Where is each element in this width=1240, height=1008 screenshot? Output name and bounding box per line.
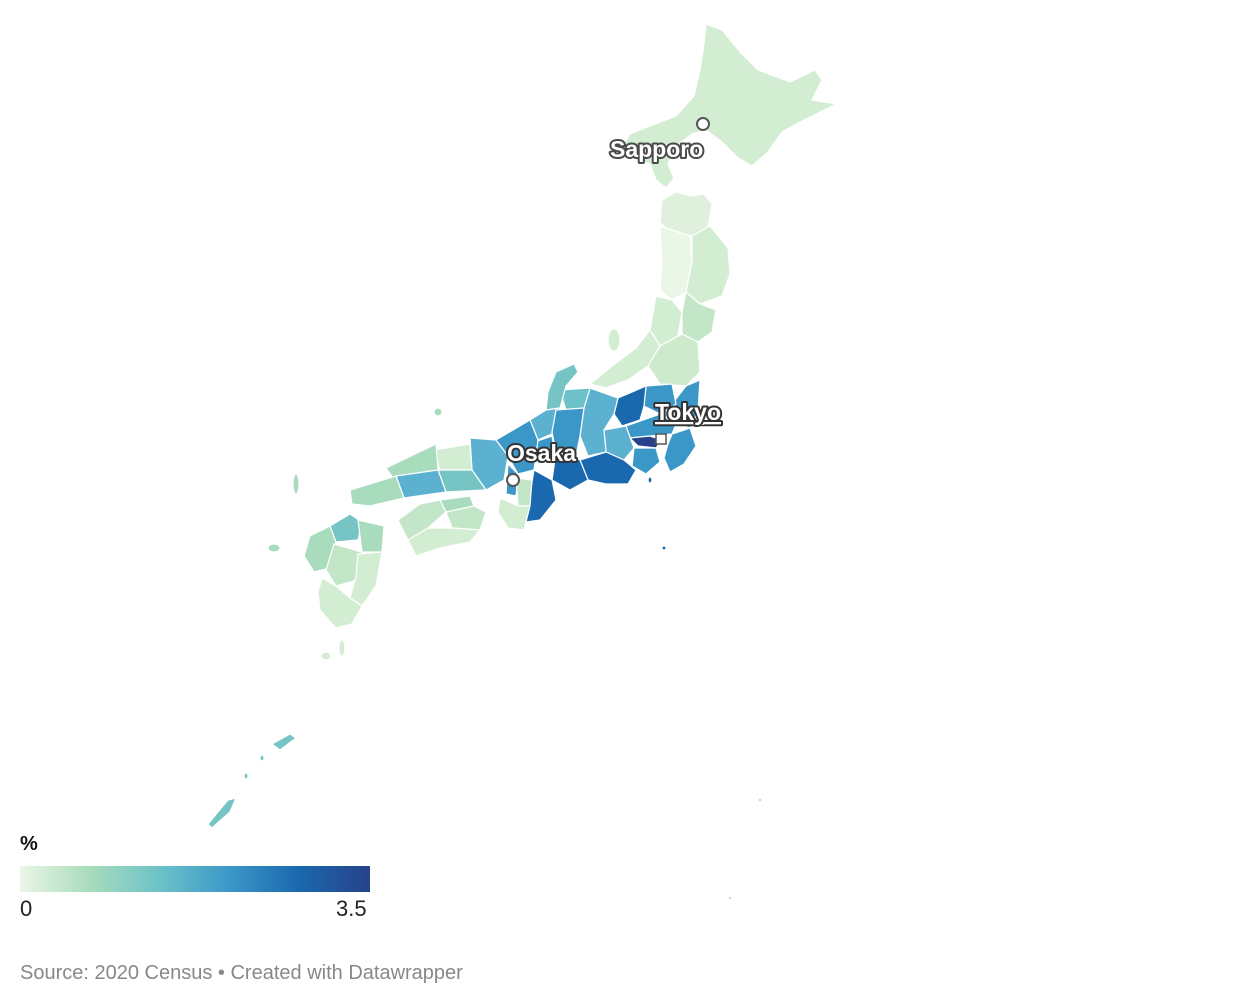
legend-unit-label: % xyxy=(20,833,38,855)
sapporo-marker-icon xyxy=(696,117,710,131)
city-label-osaka: Osaka xyxy=(507,440,576,466)
island-tokunoshima xyxy=(243,772,249,780)
footer-separator: • xyxy=(217,962,225,984)
legend-color-scale xyxy=(20,866,370,892)
region-akita[interactable] xyxy=(659,225,693,301)
region-shiga[interactable] xyxy=(533,435,557,465)
region-aichi[interactable] xyxy=(551,451,589,491)
region-kanagawa[interactable] xyxy=(631,447,661,475)
island-tanegashima xyxy=(320,651,332,661)
island-tsushima xyxy=(292,473,300,495)
region-chiba[interactable] xyxy=(663,427,697,473)
region-kumamoto[interactable] xyxy=(325,543,363,587)
island-goto xyxy=(267,543,281,553)
city-label-sapporo: Sapporo xyxy=(610,136,703,162)
region-tokushima[interactable] xyxy=(445,505,487,531)
legend-max-label: 3.5 xyxy=(336,896,367,921)
legend-min-label: 0 xyxy=(20,896,33,921)
island-oki xyxy=(433,407,443,417)
island-okinoerabu xyxy=(259,754,265,762)
region-niigata[interactable] xyxy=(589,329,661,389)
source-footer: Source: 2020 Census • Created with Dataw… xyxy=(20,962,463,985)
island-hachijo xyxy=(661,545,667,551)
region-ishikawa[interactable] xyxy=(545,363,579,411)
region-gifu[interactable] xyxy=(551,407,585,457)
source-text: Source: 2020 Census xyxy=(20,962,213,984)
region-tottori[interactable] xyxy=(433,443,473,471)
credit-text: Created with Datawrapper xyxy=(230,962,463,984)
region-fukushima[interactable] xyxy=(647,333,701,387)
island-sado xyxy=(607,328,621,352)
region-kagoshima[interactable] xyxy=(317,577,363,629)
region-yamaguchi[interactable] xyxy=(349,475,405,507)
region-miyagi[interactable] xyxy=(681,291,717,343)
island-amami xyxy=(271,733,297,751)
island-ogasawara xyxy=(758,798,762,802)
island-izu-oshima xyxy=(647,476,653,484)
region-hokkaido[interactable] xyxy=(621,23,837,189)
tokyo-marker-icon xyxy=(655,433,667,445)
osaka-marker-icon xyxy=(506,473,520,487)
region-iwate[interactable] xyxy=(685,225,731,305)
island-okinawa xyxy=(207,797,237,829)
region-shizuoka[interactable] xyxy=(579,451,637,485)
island-minamitori xyxy=(728,896,732,900)
island-yakushima xyxy=(338,639,346,657)
region-wakayama[interactable] xyxy=(497,497,531,531)
city-label-tokyo: Tokyo xyxy=(655,399,721,425)
region-kochi[interactable] xyxy=(407,527,481,557)
region-oita[interactable] xyxy=(357,519,385,553)
